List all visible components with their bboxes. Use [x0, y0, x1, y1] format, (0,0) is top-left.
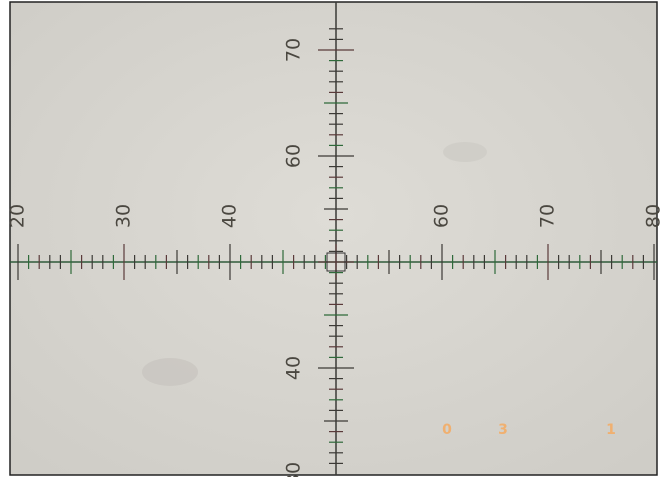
vertical-scale-label: 60	[283, 144, 305, 168]
vertical-scale-label: 30	[283, 462, 305, 477]
overlay-digit: 1	[606, 422, 616, 438]
center-box	[326, 252, 346, 272]
vertical-scale-label: 40	[283, 356, 305, 380]
overlay-digit: 3	[498, 422, 508, 438]
overlay: 0 3 1	[442, 422, 616, 438]
vertical-scale-label: 70	[283, 38, 305, 62]
horizontal-scale-label: 60	[431, 204, 453, 228]
horizontal-scale-label: 40	[219, 204, 241, 228]
horizontal-scale-label: 20	[7, 204, 29, 228]
horizontal-scale-label: 70	[537, 204, 559, 228]
field-of-view	[9, 1, 658, 476]
horizontal-scale-label: 30	[113, 204, 135, 228]
specimen-smudge	[443, 142, 487, 162]
overlay-digit: 0	[442, 422, 452, 438]
specimen-smudge	[142, 358, 198, 386]
horizontal-scale-label: 80	[643, 204, 662, 228]
